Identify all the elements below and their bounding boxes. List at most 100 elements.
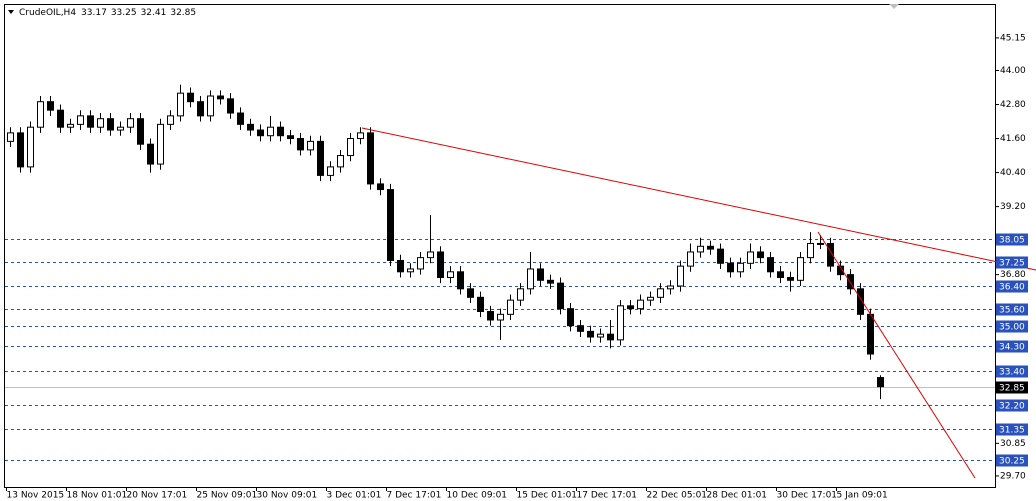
shift-marker (889, 4, 899, 9)
candle-body (647, 296, 654, 301)
price-axis: 45.15 44.00 42.80 41.60 40.40 39.20 36.80 30.85… (6, 33, 1028, 501)
y-tick-label: 36.80 (1000, 270, 1026, 280)
candle-body (177, 92, 184, 117)
symbol: CrudeOIL,H4 (19, 8, 76, 18)
candle-body (277, 126, 284, 137)
candle-body (777, 271, 784, 278)
candle-body (547, 279, 554, 284)
level-label-box (996, 423, 1028, 436)
level-label: 38.05 (999, 236, 1025, 246)
x-tick-label: 15 Dec 01:01 (517, 491, 578, 501)
level-label-box (996, 303, 1028, 316)
x-tick-label: 18 Nov 01:01 (67, 491, 128, 501)
candle-body (767, 257, 774, 273)
menu-arrow[interactable] (8, 10, 14, 14)
x-tick-label: 25 Nov 09:01 (197, 491, 258, 501)
candle-body (837, 265, 844, 276)
candle-body (87, 115, 94, 128)
y-tick-label: 42.80 (1000, 100, 1026, 110)
y-tick-label: 44.00 (1000, 66, 1026, 76)
candle-body (447, 271, 454, 278)
candle-body (687, 251, 694, 267)
candle-body (267, 126, 274, 137)
candle-body (617, 305, 624, 341)
level-label: 34.30 (999, 343, 1025, 353)
x-tick-label: 22 Dec 05:01 (647, 491, 708, 501)
candle-body (107, 118, 114, 131)
x-tick-label: 5 Jan 09:01 (837, 491, 888, 501)
candle-body (847, 274, 854, 290)
trendline (361, 127, 1036, 271)
candle-body (417, 257, 424, 270)
candle-body (657, 288, 664, 298)
y-tick-label: 30.85 (1000, 439, 1026, 449)
candle-body (327, 166, 334, 176)
candle-body (367, 132, 374, 185)
level-label-box (996, 320, 1028, 333)
candle-body (47, 101, 54, 111)
candle-body (877, 377, 884, 388)
level-label-box (996, 365, 1028, 378)
candle-body (37, 101, 44, 128)
candle-body (587, 330, 594, 338)
low-quote: 32.41 (141, 8, 167, 18)
candle-body (217, 95, 224, 100)
level-label: 33.40 (999, 368, 1025, 378)
candle-body (487, 310, 494, 321)
candle-body (727, 262, 734, 273)
candle-body (667, 285, 674, 290)
x-tick-label: 13 Nov 2015 (7, 491, 65, 501)
candle-body (867, 313, 874, 355)
candle-body (347, 138, 354, 157)
candle-body (607, 333, 614, 341)
candle-body (237, 112, 244, 125)
y-tick-label: 45.15 (1000, 33, 1026, 43)
y-tick-label: 41.60 (1000, 134, 1026, 144)
high-quote: 33.25 (111, 8, 137, 18)
close-quote: 32.85 (170, 8, 196, 18)
candle-body (427, 251, 434, 259)
candle-body (397, 259, 404, 273)
candle-body (77, 115, 84, 125)
candle-body (7, 132, 14, 142)
candle-body (187, 92, 194, 103)
candle-body (197, 101, 204, 117)
candle-body (537, 268, 544, 281)
candle-body (857, 288, 864, 315)
candle-body (207, 95, 214, 117)
candle-body (697, 245, 704, 253)
candle-body (567, 308, 574, 327)
candle-body (377, 183, 384, 191)
last-price-box (996, 381, 1028, 394)
candle-body (577, 325, 584, 332)
candle-body (477, 296, 484, 312)
candle-body (257, 129, 264, 137)
candle-body (317, 140, 324, 176)
x-tick-label: 10 Dec 09:01 (447, 491, 508, 501)
candle-body (297, 138, 304, 151)
level-label-box (996, 256, 1028, 269)
level-label-box (996, 399, 1028, 412)
x-tick-label: 30 Nov 09:01 (257, 491, 318, 501)
candle-body (807, 242, 814, 259)
candle-body (827, 242, 834, 267)
candle-body (117, 126, 124, 131)
x-tick-label: 17 Dec 17:01 (577, 491, 638, 501)
x-tick-label: 30 Dec 17:01 (777, 491, 838, 501)
last-price-label: 32.85 (999, 384, 1025, 394)
level-label: 31.35 (999, 426, 1025, 436)
candle-body (737, 262, 744, 273)
candle-body (717, 248, 724, 264)
candle-body (387, 189, 394, 261)
candle-body (167, 115, 174, 125)
candle-body (17, 132, 24, 168)
x-tick-label: 7 Dec 17:01 (387, 491, 442, 501)
candle-body (57, 109, 64, 128)
x-tick-label: 28 Dec 01:01 (707, 491, 768, 501)
candle-body (787, 276, 794, 281)
y-tick-label: 29.70 (1000, 471, 1026, 481)
level-label-box (996, 233, 1028, 246)
x-tick-label: 20 Nov 17:01 (127, 491, 188, 501)
candle-body (307, 140, 314, 151)
plot-frame (4, 4, 996, 488)
